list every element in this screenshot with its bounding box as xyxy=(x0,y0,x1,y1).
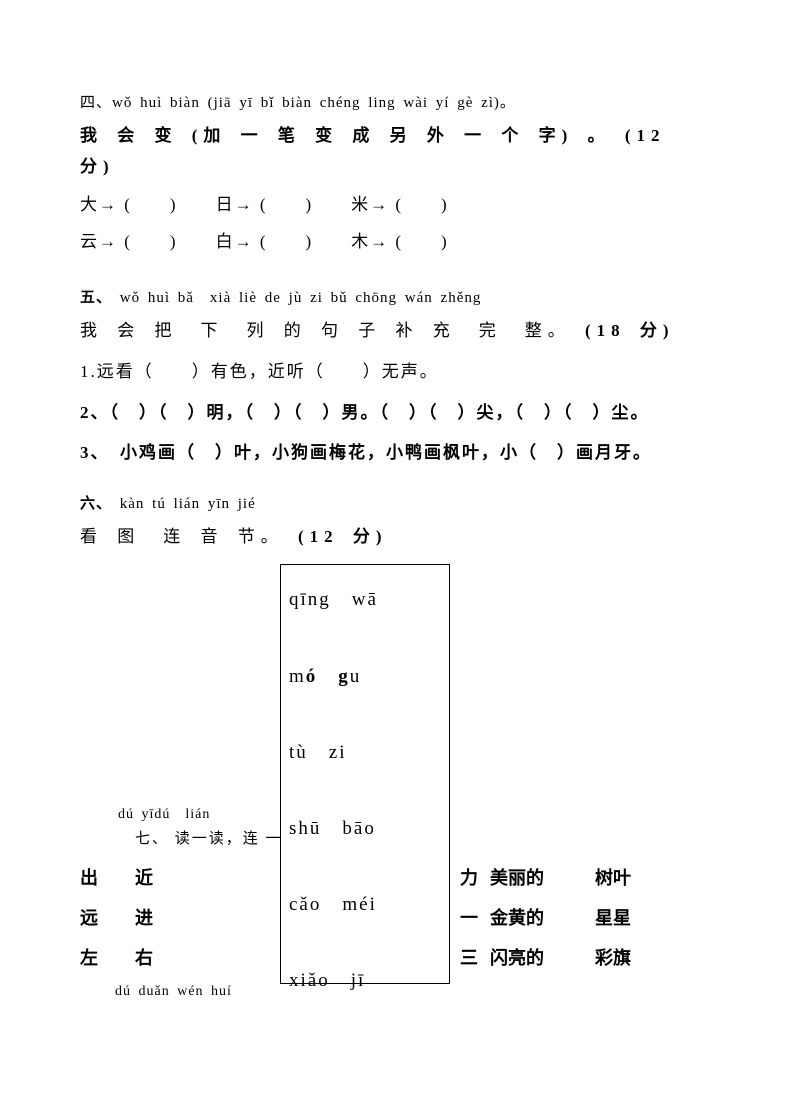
section-5-pinyin-text: wǒ huì bǎ xià liè de jù zi bǔ chōng wán … xyxy=(120,290,482,306)
section-5-title: 我 会 把 下 列 的 句 子 补 充 完 整。 (18 分) xyxy=(80,316,710,347)
section-6-label: 六、 xyxy=(80,496,112,512)
word-row-2: 远 进 一 金黄的 星星 xyxy=(80,902,710,934)
section-7-hanzi: 七、 读一读，连 一 xyxy=(135,826,283,853)
row1-col4: 美丽的 xyxy=(490,862,595,894)
section-5-q1: 1.远看（ ）有色，近听（ ）无声。 xyxy=(80,357,710,388)
section-5-q2: 2、（ ）（ ）明，（ ）（ ）男。（ ）（ ）尖，（ ）（ ）尘。 xyxy=(80,398,710,429)
section-6-pinyin-text: kàn tú lián yīn jié xyxy=(120,496,256,512)
row1-col5: 树叶 xyxy=(595,862,670,894)
section-6-title: 看 图 连 音 节。 (12 分) xyxy=(80,522,710,553)
row2-col4: 金黄的 xyxy=(490,902,595,934)
section-6-title-text: 看 图 连 音 节。 xyxy=(80,527,284,546)
section-6-points: (12 分) xyxy=(298,527,388,546)
row3-col2: 右 xyxy=(135,942,255,974)
section-8-pinyin: dú duǎn wén huí xyxy=(115,979,232,1004)
word-row-1: 出 近 力 美丽的 树叶 xyxy=(80,862,710,894)
pinyin-item-3: tù zi xyxy=(289,736,441,770)
section-5-pinyin: 五、 wǒ huì bǎ xià liè de jù zi bǔ chōng w… xyxy=(80,285,710,312)
row3-col4: 闪亮的 xyxy=(490,942,595,974)
section-5-label: 五、 xyxy=(80,290,112,306)
section-7-pinyin: dú yīdú lián xyxy=(118,802,210,827)
pinyin-item-2: mó gu xyxy=(289,660,441,694)
pinyin-item-1: qīng wā xyxy=(289,583,441,617)
six-area: qīng wā mó gu tù zi shū bāo cǎo méi xiǎo… xyxy=(80,564,710,1044)
row2-col5: 星星 xyxy=(595,902,670,934)
row1-col1: 出 xyxy=(80,862,135,894)
row2-spacer xyxy=(255,902,460,934)
row2-col3: 一 xyxy=(460,902,490,934)
word-row-3: 左 右 三 闪亮的 彩旗 xyxy=(80,942,710,974)
section-6: 六、 kàn tú lián yīn jié 看 图 连 音 节。 (12 分) xyxy=(80,491,710,553)
section-5: 五、 wǒ huì bǎ xià liè de jù zi bǔ chōng w… xyxy=(80,285,710,468)
pinyin-item-4: shū bāo xyxy=(289,812,441,846)
row1-col2: 近 xyxy=(135,862,255,894)
section-4-row-2: 云→ ( ) 白→ ( ) 木→ ( ) xyxy=(80,227,710,258)
row1-spacer xyxy=(255,862,460,894)
section-5-q3: 3、 小鸡画（ ）叶，小狗画梅花，小鸭画枫叶，小（ ）画月牙。 xyxy=(80,438,710,469)
section-4-row-1: 大→ ( ) 日→ ( ) 米→ ( ) xyxy=(80,190,710,221)
section-4-title: 我 会 变 (加 一 笔 变 成 另 外 一 个 字) 。 (12 分) xyxy=(80,121,710,182)
row3-col3: 三 xyxy=(460,942,490,974)
section-4-pinyin: 四、wǒ huì biàn (jiā yī bǐ biàn chéng ling… xyxy=(80,90,710,117)
row3-col1: 左 xyxy=(80,942,135,974)
section-5-title-text: 我 会 把 下 列 的 句 子 补 充 完 整。 xyxy=(80,321,571,340)
section-4-title-text: 我 会 变 (加 一 笔 变 成 另 外 一 个 字) 。 xyxy=(80,126,611,145)
section-5-points: (18 分) xyxy=(585,321,675,340)
section-6-pinyin: 六、 kàn tú lián yīn jié xyxy=(80,491,710,518)
row2-col1: 远 xyxy=(80,902,135,934)
section-4: 四、wǒ huì biàn (jiā yī bǐ biàn chéng ling… xyxy=(80,90,710,257)
row2-col2: 进 xyxy=(135,902,255,934)
row3-spacer xyxy=(255,942,460,974)
row1-col3: 力 xyxy=(460,862,490,894)
row3-col5: 彩旗 xyxy=(595,942,670,974)
